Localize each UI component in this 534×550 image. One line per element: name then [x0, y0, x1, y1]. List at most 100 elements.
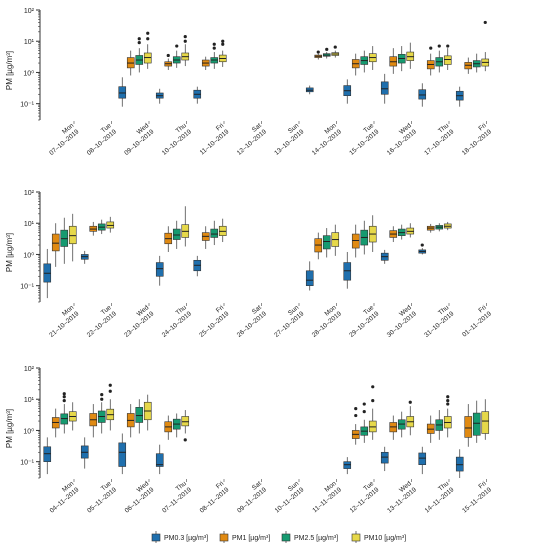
legend-swatch	[281, 533, 291, 542]
x-tick-label: Fri15–11–2019	[456, 480, 493, 515]
outlier-point	[429, 46, 433, 50]
box-pm03	[455, 449, 464, 478]
x-tick-label: Wed13–11–2019	[381, 480, 418, 515]
box-pm25	[97, 219, 106, 235]
x-tick-weekday: Fri	[215, 122, 225, 132]
outlier-point	[62, 392, 66, 396]
x-tick-label: Sat12–10–2019	[231, 122, 269, 157]
box-pm25	[135, 399, 144, 434]
x-tick-label: Tue12–11–2019	[343, 480, 380, 515]
outlier-point	[446, 44, 450, 48]
x-tick-date: 08–11–2019	[199, 486, 231, 515]
x-tick-date: 12–10–2019	[236, 128, 268, 157]
legend-item: PM10 [µg/m³]	[351, 531, 406, 543]
box-pm03	[418, 446, 427, 475]
box-iqr	[155, 453, 164, 467]
outlier-point	[137, 41, 141, 45]
outlier-point	[146, 31, 150, 35]
outlier-point	[183, 35, 187, 39]
box-pm03	[305, 85, 314, 95]
x-tick-label: Wed09–10–2019	[118, 122, 156, 157]
outlier-point	[62, 395, 66, 399]
box-iqr	[380, 81, 389, 95]
box-pm1	[464, 404, 473, 447]
box-pm03	[193, 255, 202, 277]
box-pm03	[155, 88, 164, 104]
x-tick-weekday: Fri	[477, 122, 487, 132]
box-pm25	[472, 53, 481, 73]
x-tick-weekday: Sat	[251, 122, 263, 134]
x-tick-label: Sun13–10–2019	[268, 122, 306, 157]
box-iqr	[155, 262, 164, 277]
box-pm10	[181, 35, 190, 67]
box-pm03	[43, 437, 52, 475]
box-pm10	[481, 20, 490, 72]
box-pm1	[51, 223, 60, 267]
box-pm1	[126, 50, 135, 76]
outlier-point	[62, 399, 66, 403]
y-tick-label: 10¹	[24, 39, 35, 46]
box-pm1	[351, 407, 360, 445]
box-pm03	[380, 249, 389, 264]
x-tick-date: 15–11–2019	[461, 486, 493, 515]
box-iqr	[118, 442, 127, 467]
box-pm1	[164, 415, 173, 440]
x-tick-weekday: Sat	[251, 480, 263, 492]
box-pm03	[380, 446, 389, 472]
outlier-point	[325, 47, 329, 51]
legend-swatch	[151, 533, 161, 542]
x-tick-label: Tue05–11–2019	[81, 480, 118, 515]
x-tick-label: Fri11–10–2019	[193, 122, 230, 157]
box-pm25	[60, 392, 69, 434]
y-axis-label: PM [µg/m³]	[5, 233, 14, 272]
box-pm25	[472, 400, 481, 443]
box-pm1	[164, 226, 173, 252]
outlier-point	[354, 407, 358, 411]
box-pm10	[68, 402, 77, 431]
y-tick-label: 10¹	[24, 397, 35, 404]
outlier-point	[221, 42, 225, 46]
x-tick-weekday: Fri	[215, 480, 225, 490]
box-pm25	[360, 220, 369, 255]
x-tick-label: Thu31–10–2019	[418, 304, 456, 339]
box-pm1	[89, 221, 98, 236]
box-iqr	[118, 86, 127, 99]
x-tick-label: Sun27–10–2019	[268, 304, 306, 339]
y-axis-label: PM [µg/m³]	[5, 51, 14, 90]
box-pm10	[368, 46, 377, 70]
box-pm25	[322, 47, 331, 59]
box-iqr	[43, 446, 52, 462]
box-pm1	[314, 232, 323, 260]
box-pm10	[331, 224, 340, 256]
box-pm10	[406, 400, 415, 436]
box-pm25	[172, 44, 181, 68]
x-tick-label: Tue15–10–2019	[343, 122, 381, 157]
x-tick-label: Fri08–11–2019	[193, 480, 230, 515]
box-pm25	[97, 393, 106, 434]
box-iqr	[343, 262, 352, 281]
box-pm03	[43, 248, 52, 299]
x-tick-label: Wed30–10–2019	[381, 304, 419, 339]
outlier-point	[446, 395, 450, 399]
box-pm03	[343, 251, 352, 289]
box-pm10	[443, 221, 452, 231]
box-iqr	[455, 456, 464, 472]
box-pm25	[435, 44, 444, 73]
box-pm25	[60, 217, 69, 264]
x-tick-label: Fri18–10–2019	[456, 122, 494, 157]
box-iqr	[172, 228, 181, 240]
box-iqr	[443, 55, 452, 65]
y-tick-label: 10⁰	[23, 427, 34, 435]
outlier-point	[146, 37, 150, 41]
outlier-point	[446, 402, 450, 406]
box-iqr	[418, 452, 427, 465]
box-pm1	[426, 46, 435, 76]
outlier-point	[175, 44, 179, 48]
box-pm10	[368, 385, 377, 440]
box-pm25	[210, 42, 219, 69]
box-pm25	[172, 413, 181, 438]
x-tick-label: Mon28–10–2019	[306, 304, 344, 339]
box-pm25	[397, 411, 406, 438]
x-tick-date: 26–10–2019	[236, 310, 268, 339]
box-pm25	[210, 220, 219, 246]
